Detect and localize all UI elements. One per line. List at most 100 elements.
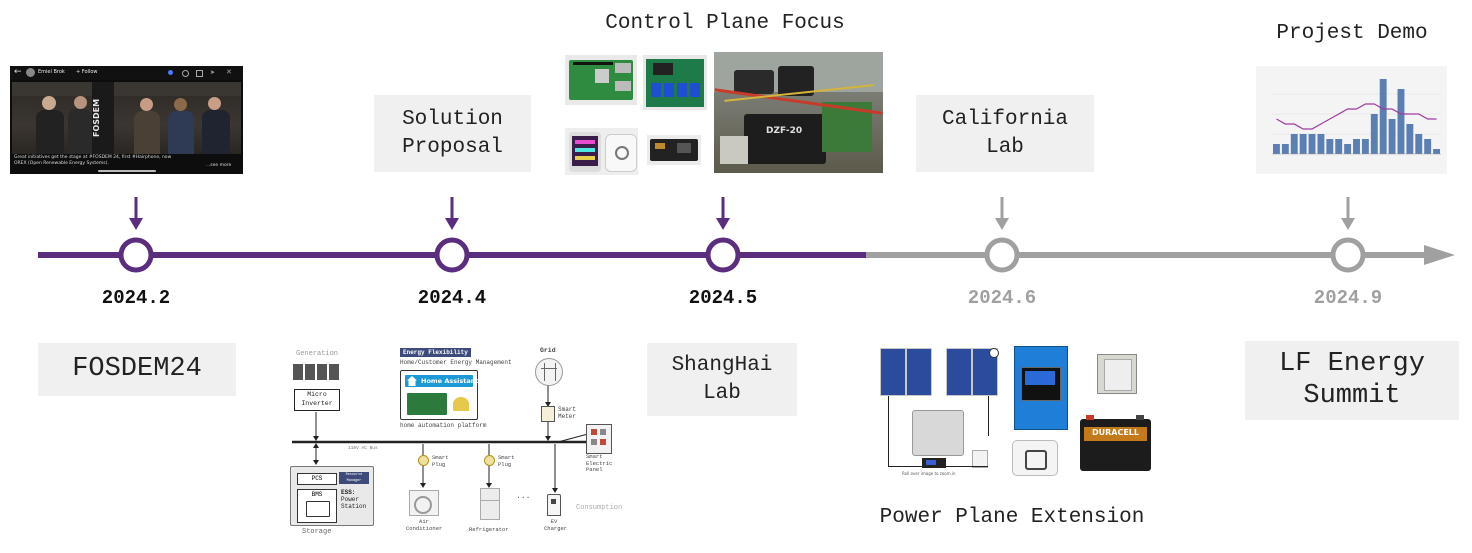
ev-charger-line2: Charger xyxy=(544,524,568,532)
ev-charger-icon xyxy=(547,494,561,516)
milestone-node-2024-2 xyxy=(118,237,154,273)
grid-label: Grid xyxy=(540,347,556,354)
bms-label: BMS xyxy=(311,491,323,498)
milestone-node-2024-6 xyxy=(984,237,1020,273)
stage-photo: FOSDEM xyxy=(12,82,241,154)
share-icon: ➤ xyxy=(210,69,216,76)
air-conditioner-line1: Air xyxy=(419,518,429,525)
device-icon xyxy=(453,397,469,411)
shanghai-lab-box: ShangHai Lab xyxy=(647,343,797,416)
refrigerator-icon xyxy=(480,488,500,520)
solution-line2: Proposal xyxy=(402,135,503,159)
california-line1: California xyxy=(941,108,1069,132)
smart-plug-photo xyxy=(1012,440,1058,476)
california-line2: Lab xyxy=(986,135,1024,159)
milestone-node-2024-9 xyxy=(1330,237,1366,273)
lab-battery-setup-photo: DZF-20 xyxy=(714,52,883,173)
air-conditioner-label: Air Conditioner xyxy=(406,518,442,532)
smart-panel-line1: Smart xyxy=(586,453,603,460)
fosdem-banner-text: FOSDEM xyxy=(92,98,101,138)
back-arrow-icon: ← xyxy=(14,67,22,77)
video-topbar: ← Emiel Brok + Follow ➤ ✕ xyxy=(10,66,243,80)
solar-panel-icon xyxy=(293,364,339,380)
smart-meter-label: Smart Meter xyxy=(558,406,576,420)
smart-meter-line1: Smart xyxy=(558,406,577,413)
smart-plug-icon-1 xyxy=(418,455,429,466)
milestone-node-2024-5 xyxy=(705,237,741,273)
ess-line2: Power xyxy=(341,496,360,503)
demo-bar xyxy=(1308,134,1316,154)
pointer-arrow-2024-5 xyxy=(716,197,730,230)
video-caption: Great initiatives get the stage at #FOSD… xyxy=(14,155,172,166)
battery-photo: DURACELL xyxy=(1080,415,1151,471)
demo-bar xyxy=(1317,134,1325,154)
ess-line3: Station xyxy=(341,503,367,510)
date-2024-4: 2024.4 xyxy=(417,287,487,309)
avatar xyxy=(26,68,35,77)
power-plane-label: Power Plane Extension xyxy=(879,506,1145,529)
date-2024-2: 2024.2 xyxy=(101,287,171,309)
pointer-arrow-2024-6 xyxy=(995,197,1009,230)
video-author: Emiel Brok xyxy=(38,69,65,75)
charge-controller-photo xyxy=(1097,354,1137,394)
refrigerator-label: Refrigerator xyxy=(469,526,509,533)
reaction-icon xyxy=(182,70,189,77)
solar-microinverter-photo: Roll over image to zoom in xyxy=(878,344,1000,478)
smart-panel-label: Smart Electric Panel xyxy=(586,453,613,474)
ev-charger-label: EV Charger xyxy=(544,518,568,532)
smart-meter-line2: Meter xyxy=(558,413,577,420)
smart-plug-1-line1: Smart xyxy=(432,454,449,461)
status-dot-icon xyxy=(168,70,173,75)
demo-bar xyxy=(1290,134,1298,154)
ellipsis-label: ... xyxy=(516,492,531,501)
smart-plug-icon-2 xyxy=(484,455,495,466)
control-module-photo xyxy=(647,135,701,165)
demo-bar xyxy=(1379,79,1387,154)
micro-inverter-line2: Inverter xyxy=(301,400,333,407)
project-demo-label: Projest Demo xyxy=(1276,22,1428,45)
energy-architecture-diagram: Generation Micro Inverter Energy Flexibi… xyxy=(288,342,630,538)
smart-plug-2-line2: Plug xyxy=(498,460,512,468)
smart-panel-icon xyxy=(586,424,612,454)
smart-panel-line3: Panel xyxy=(586,466,603,473)
demo-bar xyxy=(1406,124,1414,154)
date-2024-9: 2024.9 xyxy=(1313,287,1383,309)
video-progress-bar[interactable] xyxy=(98,170,156,172)
demo-bar xyxy=(1388,119,1396,154)
comment-icon xyxy=(196,70,203,77)
see-more-link[interactable]: ...see more xyxy=(206,163,232,168)
smart-plug-1-line2: Plug xyxy=(432,460,446,468)
pointer-arrow-2024-9 xyxy=(1341,197,1355,230)
demo-bar xyxy=(1335,139,1343,154)
inverter-photo xyxy=(1014,346,1068,430)
ce-mark-icon xyxy=(989,348,999,358)
home-platform-label: home automation platform xyxy=(400,422,487,429)
smart-plug-2-line1: Smart xyxy=(498,454,515,461)
lf-line1: LF Energy xyxy=(1279,349,1425,380)
home-assistant-label: Home Assistant xyxy=(421,377,479,385)
milestone-node-2024-4 xyxy=(434,237,470,273)
ess-label: ESS: Power Station xyxy=(341,489,366,510)
energy-monitor-photo xyxy=(565,128,638,175)
date-2024-6: 2024.6 xyxy=(967,287,1037,309)
pointer-arrow-2024-2 xyxy=(129,197,143,230)
home-assistant-panel: Home Assistant xyxy=(400,370,478,420)
solution-line1: Solution xyxy=(402,108,503,132)
architecture-lines xyxy=(292,382,592,493)
smart-panel-line2: Electric xyxy=(586,459,613,467)
zoom-hint: Roll over image to zoom in xyxy=(902,471,956,476)
demo-bar xyxy=(1326,139,1334,154)
energy-flexibility-badge: Energy Flexibility xyxy=(400,348,471,357)
home-assistant-icon xyxy=(407,376,417,386)
smart-plug-label-1: Smart Plug xyxy=(432,454,449,468)
fosdem-video-thumbnail: ← Emiel Brok + Follow ➤ ✕ FOSDEM Great i… xyxy=(10,66,243,174)
fosdem-box: FOSDEM24 xyxy=(38,343,236,396)
demo-bar xyxy=(1344,144,1352,154)
demo-bar xyxy=(1415,134,1423,154)
storage-label: Storage xyxy=(302,528,332,536)
solution-proposal-box: Solution Proposal xyxy=(374,95,531,172)
demo-bar xyxy=(1299,134,1307,154)
demo-bar xyxy=(1353,139,1360,154)
follow-button: + Follow xyxy=(76,69,98,75)
